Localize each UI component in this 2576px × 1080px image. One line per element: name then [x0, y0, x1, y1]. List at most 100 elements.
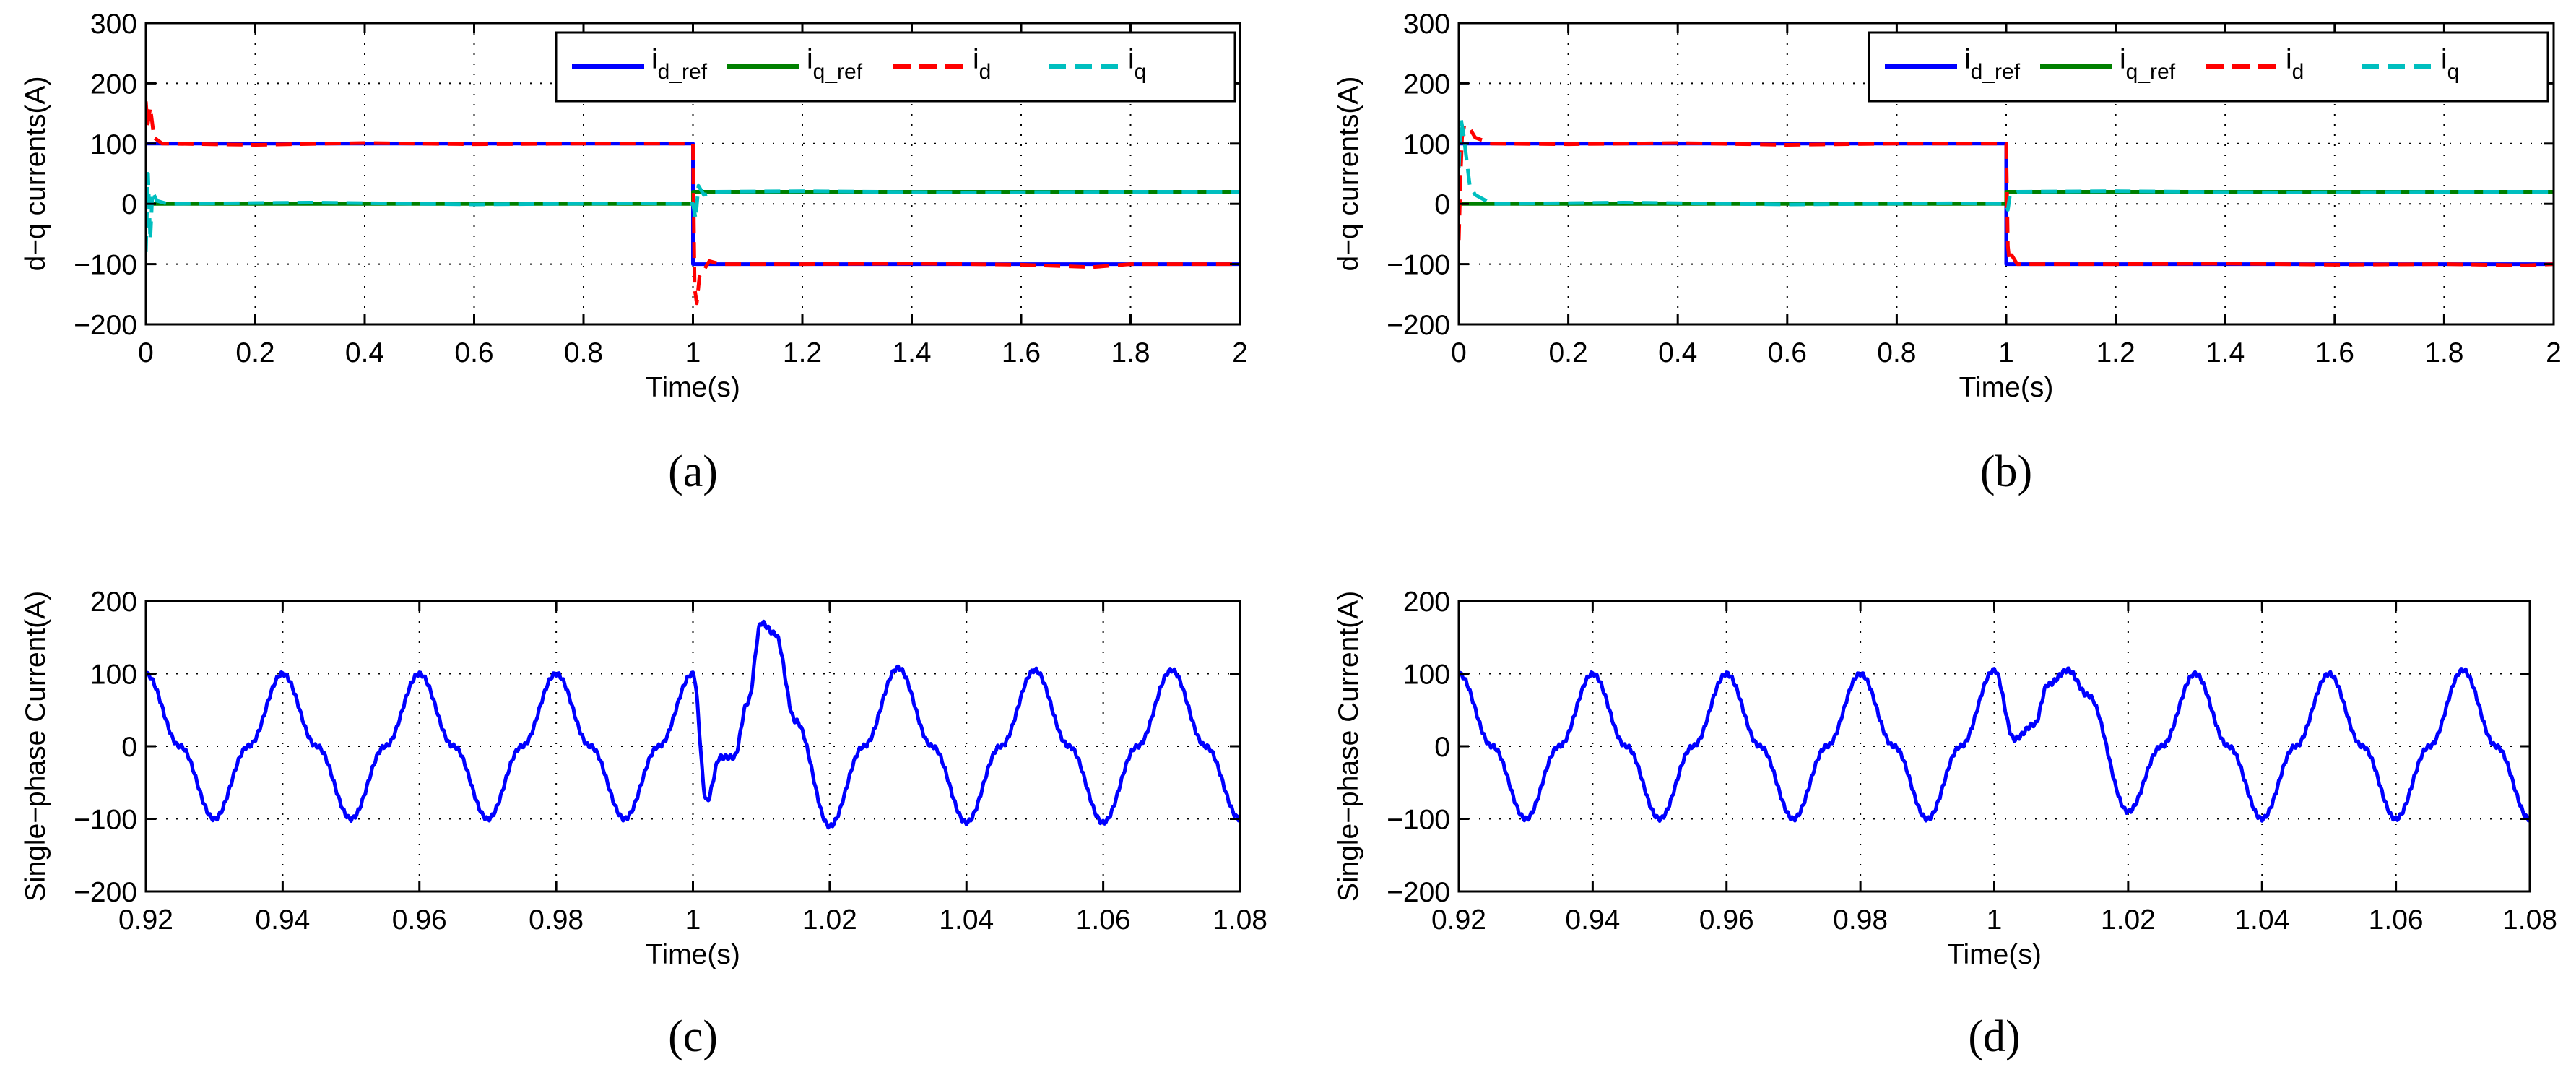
x-tick-label: 0 — [138, 337, 154, 368]
y-tick-label: 0 — [1434, 732, 1450, 763]
x-tick-label: 1 — [685, 337, 701, 368]
panel-caption: (b) — [1980, 447, 2032, 496]
legend-label-base: i — [2286, 44, 2292, 75]
x-tick-label: 1.6 — [2315, 337, 2354, 368]
x-axis-label: Time(s) — [1959, 372, 2054, 403]
x-tick-label: 0.94 — [255, 904, 310, 936]
y-axis-label: Single−phase Current(A) — [1333, 591, 1364, 902]
x-tick-label: 1.08 — [2502, 904, 2557, 936]
series-group — [1459, 666, 2530, 823]
x-tick-label: 0.8 — [564, 337, 603, 368]
legend-label-i-d-ref: id_ref — [651, 44, 708, 84]
series-group — [146, 101, 1240, 306]
x-tick-label: 1.8 — [1111, 337, 1150, 368]
legend-label-subscript: q — [2447, 60, 2460, 84]
x-tick-label: 1.02 — [2101, 904, 2156, 936]
plot-area — [1459, 601, 2530, 891]
legend-label-base: i — [2441, 44, 2447, 75]
series-group — [1459, 117, 2554, 267]
x-tick-label: 1 — [1987, 904, 2003, 936]
legend-label-subscript: q_ref — [813, 60, 863, 84]
y-axis-label: d−q currents(A) — [1333, 77, 1364, 272]
y-tick-label: −200 — [74, 877, 137, 908]
series-line-i-d — [146, 101, 1240, 306]
y-tick-label: 300 — [1403, 9, 1450, 40]
legend-label-i-q-ref: iq_ref — [807, 44, 863, 84]
x-tick-label: 1.4 — [892, 337, 931, 368]
y-tick-label: 100 — [90, 129, 137, 160]
x-tick-label: 1.4 — [2206, 337, 2245, 368]
y-tick-label: −100 — [74, 250, 137, 281]
panel-caption: (a) — [668, 447, 718, 496]
legend-label-subscript: q_ref — [2126, 60, 2176, 84]
y-tick-label: 0 — [1434, 189, 1450, 220]
y-tick-label: 100 — [1403, 660, 1450, 691]
x-tick-label: 1.2 — [2096, 337, 2135, 368]
x-axis-label: Time(s) — [1947, 939, 2042, 970]
y-tick-label: 100 — [1403, 129, 1450, 160]
legend: id_ref iq_ref id iq — [555, 31, 1236, 103]
x-tick-label: 0.94 — [1565, 904, 1620, 936]
y-tick-label: −200 — [1387, 877, 1450, 908]
x-tick-label: 1 — [1998, 337, 2014, 368]
y-axis-label: d−q currents(A) — [20, 77, 51, 272]
series-line-i-d — [1459, 124, 2554, 267]
legend-label-subscript: d_ref — [658, 60, 708, 84]
x-tick-label: 0.2 — [235, 337, 274, 368]
x-tick-label: 0.6 — [454, 337, 493, 368]
x-tick-label: 0.4 — [345, 337, 384, 368]
x-tick-label: 1.06 — [1076, 904, 1131, 936]
x-tick-label: 0.98 — [1833, 904, 1888, 936]
x-tick-label: 2 — [1232, 337, 1248, 368]
x-tick-label: 1.04 — [2234, 904, 2289, 936]
chart-panel-c: 0.92 0.94 0.96 0.98 1 1.02 1.04 1.06 1.08 −200 −10… — [20, 587, 1267, 1061]
legend: id_ref iq_ref id iq — [1868, 31, 2549, 103]
x-tick-label: 1.2 — [783, 337, 822, 368]
x-axis-label: Time(s) — [646, 939, 740, 970]
legend-label-i-q-ref: iq_ref — [2120, 44, 2176, 84]
y-tick-label: −200 — [1387, 310, 1450, 341]
x-tick-label: 1.8 — [2424, 337, 2463, 368]
legend-label-base: i — [807, 44, 813, 75]
legend-label-i-d: id — [2286, 44, 2304, 84]
y-tick-label: −100 — [1387, 805, 1450, 836]
y-tick-label: 300 — [90, 9, 137, 40]
x-tick-label: 0 — [1451, 337, 1467, 368]
panel-caption: (c) — [668, 1012, 718, 1061]
x-tick-label: 0.2 — [1548, 337, 1587, 368]
x-tick-label: 0.8 — [1877, 337, 1916, 368]
x-tick-label: 0.6 — [1768, 337, 1807, 368]
series-line-i-q — [1459, 117, 2554, 212]
legend-label-base: i — [2120, 44, 2126, 75]
x-tick-label: 1.02 — [802, 904, 857, 936]
y-tick-label: 100 — [90, 660, 137, 691]
y-tick-label: −200 — [74, 310, 137, 341]
legend-label-base: i — [973, 44, 979, 75]
legend-label-base: i — [651, 44, 658, 75]
x-tick-label: 1.6 — [1002, 337, 1041, 368]
chart-panel-b: 0 0.2 0.4 0.6 0.8 1 1.2 1.4 1.6 1.8 2 −200 −100 0 100 2… — [1333, 9, 2562, 496]
legend-label-i-d: id — [973, 44, 991, 84]
legend-label-subscript: q — [1135, 60, 1147, 84]
legend-label-subscript: d — [979, 60, 992, 84]
series-line-current — [146, 619, 1240, 830]
series-group — [146, 619, 1240, 830]
legend-label-subscript: d — [2292, 60, 2304, 84]
y-tick-label: 200 — [90, 587, 137, 618]
legend-label-subscript: d_ref — [1971, 60, 2021, 84]
legend-label-i-q: iq — [1128, 44, 1146, 84]
legend-label-i-q: iq — [2441, 44, 2459, 84]
y-axis-label: Single−phase Current(A) — [20, 591, 51, 902]
x-tick-label: 2 — [2546, 337, 2562, 368]
x-tick-label: 1.06 — [2369, 904, 2424, 936]
series-line-i-q — [146, 172, 1240, 252]
x-tick-label: 0.96 — [392, 904, 447, 936]
x-tick-label: 0.92 — [1431, 904, 1486, 936]
legend-label-i-d-ref: id_ref — [1964, 44, 2021, 84]
y-tick-label: −100 — [74, 805, 137, 836]
panel-caption: (d) — [1968, 1012, 2020, 1061]
series-line-current — [1459, 666, 2530, 823]
y-tick-label: 200 — [1403, 69, 1450, 100]
y-tick-label: 0 — [121, 189, 137, 220]
